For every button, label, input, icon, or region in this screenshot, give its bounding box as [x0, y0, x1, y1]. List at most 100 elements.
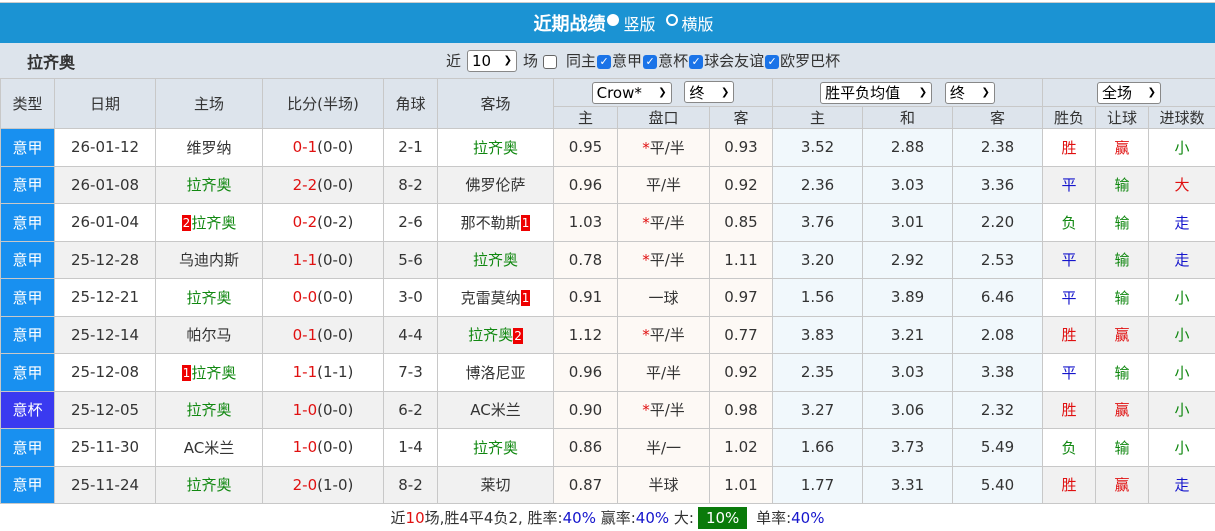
euro-away: 2.38	[953, 129, 1043, 167]
corner-score: 8-2	[384, 166, 438, 204]
away-team: 拉齐奥	[438, 129, 554, 167]
red-card-count: 2	[513, 328, 523, 344]
odds-away: 1.02	[710, 429, 773, 467]
odds-company-select[interactable]: Crow*❯	[592, 82, 672, 104]
table-row: 意甲 25-12-08 1拉齐奥 1-1(1-1) 7-3 博洛尼亚 0.96 …	[1, 354, 1215, 392]
checkbox-0[interactable]	[542, 52, 558, 70]
home-team-name[interactable]: 拉齐奥	[186, 476, 231, 494]
star-marker: *	[642, 139, 650, 157]
checkbox-icon[interactable]	[543, 55, 557, 69]
away-team-name[interactable]: 拉齐奥	[473, 139, 518, 157]
odds-line-value: 一球	[648, 289, 678, 307]
euro-type-select[interactable]: 胜平负均值❯	[820, 82, 932, 104]
recent-count-select[interactable]: 10❯	[467, 50, 517, 72]
away-team: AC米兰	[438, 391, 554, 429]
home-team: 维罗纳	[156, 129, 263, 167]
match-score[interactable]: 2-2(0-0)	[263, 166, 384, 204]
away-team-name[interactable]: 佛罗伦萨	[465, 176, 525, 194]
result-wl: 胜	[1043, 129, 1096, 167]
checkbox-icon[interactable]: ✓	[765, 55, 779, 69]
match-score[interactable]: 1-1(0-0)	[263, 241, 384, 279]
match-type[interactable]: 意甲	[1, 166, 55, 204]
star-marker: *	[642, 251, 650, 269]
chevron-down-icon: ❯	[658, 87, 666, 98]
match-type[interactable]: 意甲	[1, 279, 55, 317]
home-team-name[interactable]: 维罗纳	[186, 139, 231, 157]
checkbox-icon[interactable]: ✓	[689, 55, 703, 69]
match-type[interactable]: 意甲	[1, 354, 55, 392]
odds-stage-select[interactable]: 终❯	[684, 81, 734, 103]
checkbox-3[interactable]: ✓	[688, 52, 704, 70]
result-goals: 小	[1149, 354, 1215, 392]
home-team-name[interactable]: 拉齐奥	[191, 214, 236, 232]
odds-header: Crow*❯ 终❯	[554, 79, 773, 107]
result-wl: 胜	[1043, 466, 1096, 504]
result-wl: 平	[1043, 279, 1096, 317]
home-team: AC米兰	[156, 429, 263, 467]
match-score[interactable]: 0-0(0-0)	[263, 279, 384, 317]
result-wl: 胜	[1043, 316, 1096, 354]
full-score: 0-1	[293, 326, 318, 344]
odds-line-value: 平/半	[650, 251, 685, 269]
recent-prefix: 近	[446, 50, 461, 71]
odds-home: 0.78	[554, 241, 618, 279]
match-score[interactable]: 1-0(0-0)	[263, 429, 384, 467]
away-team-name[interactable]: 莱切	[480, 476, 510, 494]
checkbox-2[interactable]: ✓	[642, 52, 658, 70]
away-team: 拉齐奥2	[438, 316, 554, 354]
away-team-name[interactable]: 拉齐奥	[473, 251, 518, 269]
home-team-name[interactable]: 拉齐奥	[186, 289, 231, 307]
match-score[interactable]: 0-1(0-0)	[263, 316, 384, 354]
checkbox-1[interactable]: ✓	[596, 52, 612, 70]
home-team-name[interactable]: AC米兰	[184, 439, 234, 457]
home-team: 1拉齐奥	[156, 354, 263, 392]
away-team-name[interactable]: 拉齐奥	[473, 439, 518, 457]
full-score: 2-2	[293, 176, 318, 194]
result-wl: 平	[1043, 166, 1096, 204]
full-score: 0-2	[293, 213, 318, 231]
away-team-name[interactable]: AC米兰	[470, 401, 520, 419]
chevron-down-icon: ❯	[919, 87, 927, 98]
match-score[interactable]: 0-2(0-2)	[263, 204, 384, 242]
star-marker: *	[642, 326, 650, 344]
away-team-name[interactable]: 拉齐奥	[468, 326, 513, 344]
away-team-name[interactable]: 克雷莫纳	[461, 289, 521, 307]
home-team-name[interactable]: 拉齐奥	[191, 364, 236, 382]
match-date: 26-01-12	[55, 129, 156, 167]
corner-score: 1-4	[384, 429, 438, 467]
match-type[interactable]: 意甲	[1, 129, 55, 167]
match-type[interactable]: 意甲	[1, 241, 55, 279]
match-type[interactable]: 意甲	[1, 429, 55, 467]
home-team-name[interactable]: 乌迪内斯	[179, 251, 239, 269]
col-type: 类型	[1, 79, 55, 129]
checkbox-icon[interactable]: ✓	[597, 55, 611, 69]
match-type[interactable]: 意甲	[1, 466, 55, 504]
euro-stage-select[interactable]: 终❯	[945, 82, 995, 104]
match-type[interactable]: 意甲	[1, 316, 55, 354]
odds-home: 0.91	[554, 279, 618, 317]
match-type[interactable]: 意甲	[1, 204, 55, 242]
match-score[interactable]: 0-1(0-0)	[263, 129, 384, 167]
table-row: 意甲 26-01-08 拉齐奥 2-2(0-0) 8-2 佛罗伦萨 0.96 平…	[1, 166, 1215, 204]
corner-score: 3-0	[384, 279, 438, 317]
home-team-name[interactable]: 拉齐奥	[186, 401, 231, 419]
checkbox-icon[interactable]: ✓	[643, 55, 657, 69]
home-team-name[interactable]: 帕尔马	[186, 326, 231, 344]
checkbox-4[interactable]: ✓	[764, 52, 780, 70]
match-score[interactable]: 1-0(0-0)	[263, 391, 384, 429]
match-score[interactable]: 1-1(1-1)	[263, 354, 384, 392]
euro-home: 2.35	[773, 354, 863, 392]
corner-score: 2-1	[384, 129, 438, 167]
result-scope-select[interactable]: 全场❯	[1097, 82, 1161, 104]
table-row: 意杯 25-12-05 拉齐奥 1-0(0-0) 6-2 AC米兰 0.90 *…	[1, 391, 1215, 429]
table-row: 意甲 25-12-14 帕尔马 0-1(0-0) 4-4 拉齐奥2 1.12 *…	[1, 316, 1215, 354]
match-type[interactable]: 意杯	[1, 391, 55, 429]
odd-rate: 40%	[791, 509, 824, 527]
away-team-name[interactable]: 那不勒斯	[461, 214, 521, 232]
radio-vertical[interactable]	[607, 14, 619, 26]
away-team-name[interactable]: 博洛尼亚	[465, 364, 525, 382]
summary-bar: 近 10 场,胜4平4负2, 胜率: 40% 赢率: 40% 大: 10% 单率…	[0, 504, 1215, 531]
home-team-name[interactable]: 拉齐奥	[186, 176, 231, 194]
radio-horizontal[interactable]	[666, 14, 678, 26]
match-score[interactable]: 2-0(1-0)	[263, 466, 384, 504]
